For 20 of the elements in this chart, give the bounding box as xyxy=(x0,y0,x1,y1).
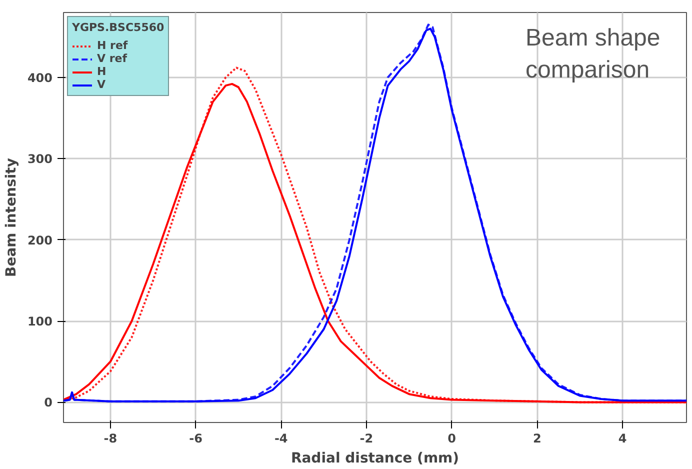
legend-label: H ref xyxy=(97,39,128,52)
x-tick-label: 0 xyxy=(448,432,456,446)
y-tick-label: 100 xyxy=(27,314,53,329)
x-tick-label: -8 xyxy=(104,432,118,446)
x-tick-label: -6 xyxy=(189,432,202,446)
annotation: Beam shape comparison xyxy=(526,24,660,84)
y-axis-title: Beam intensity xyxy=(3,158,20,277)
legend-title: YGPS.BSC5560 xyxy=(72,21,164,34)
legend-label: H xyxy=(97,65,108,78)
y-tick-label: 200 xyxy=(27,233,53,248)
y-tick-label: 400 xyxy=(27,70,53,85)
x-tick-label: -2 xyxy=(360,432,374,446)
y-tick-label: 0 xyxy=(44,396,53,410)
legend-label: V xyxy=(97,78,107,91)
x-tick-label: 2 xyxy=(532,432,542,446)
y-tick-label: 300 xyxy=(27,152,53,166)
x-tick-label: -4 xyxy=(274,432,288,446)
x-axis-title: Radial distance (mm) xyxy=(290,450,460,466)
legend-label: V ref xyxy=(97,52,128,65)
x-tick-label: 4 xyxy=(618,432,627,446)
